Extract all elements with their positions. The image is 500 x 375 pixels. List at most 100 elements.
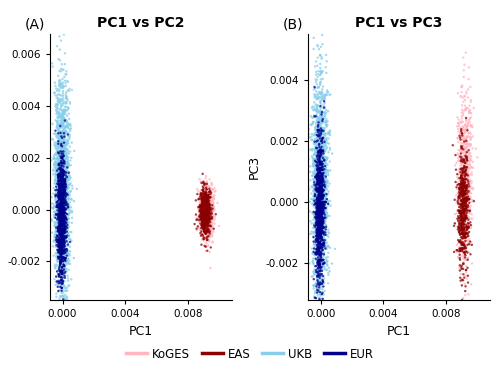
- Point: [310, 272, 318, 278]
- Point: [314, 129, 322, 135]
- Point: [58, 190, 66, 196]
- Point: [462, 207, 470, 213]
- Point: [316, 248, 324, 254]
- Point: [316, 153, 324, 159]
- Point: [461, 234, 469, 240]
- Point: [62, 243, 70, 249]
- Point: [56, 278, 64, 284]
- Point: [52, 143, 60, 149]
- Point: [204, 204, 212, 210]
- Point: [54, 203, 62, 209]
- Point: [465, 183, 473, 189]
- Point: [58, 249, 66, 255]
- Point: [458, 193, 466, 199]
- Point: [316, 257, 324, 263]
- Point: [56, 183, 64, 189]
- Point: [62, 167, 70, 173]
- Point: [459, 179, 467, 185]
- Point: [315, 210, 323, 216]
- Point: [202, 230, 210, 236]
- Point: [56, 174, 64, 180]
- Point: [58, 178, 66, 184]
- Point: [316, 198, 324, 204]
- Point: [464, 122, 471, 128]
- Point: [59, 216, 67, 222]
- Point: [204, 224, 212, 230]
- Point: [317, 216, 325, 222]
- Point: [316, 183, 324, 189]
- Point: [52, 111, 60, 117]
- Point: [60, 155, 68, 161]
- Point: [57, 224, 65, 230]
- Point: [58, 176, 66, 182]
- Point: [314, 176, 322, 182]
- Point: [322, 232, 330, 238]
- Point: [313, 196, 321, 202]
- Point: [59, 213, 67, 219]
- Point: [58, 280, 66, 286]
- Point: [312, 175, 320, 181]
- Point: [56, 178, 64, 184]
- Point: [462, 201, 469, 207]
- Point: [315, 226, 323, 232]
- Point: [208, 207, 216, 213]
- Point: [318, 136, 326, 142]
- Point: [461, 208, 469, 214]
- Point: [52, 240, 60, 246]
- Point: [462, 171, 469, 177]
- Point: [58, 269, 66, 275]
- Point: [201, 208, 209, 214]
- Point: [202, 203, 209, 209]
- Point: [322, 186, 330, 192]
- Point: [201, 195, 209, 201]
- Point: [466, 166, 473, 172]
- Point: [458, 154, 466, 160]
- Point: [457, 84, 465, 90]
- Point: [317, 183, 325, 189]
- Point: [316, 204, 324, 210]
- Point: [62, 140, 70, 146]
- Point: [314, 153, 322, 159]
- Point: [318, 94, 326, 100]
- Point: [313, 132, 321, 138]
- Point: [56, 158, 64, 164]
- Point: [316, 257, 324, 263]
- Point: [318, 271, 326, 277]
- Point: [59, 285, 67, 291]
- Point: [323, 210, 331, 216]
- Point: [462, 171, 470, 177]
- Point: [310, 99, 318, 105]
- Point: [461, 229, 469, 235]
- Point: [200, 212, 207, 218]
- Point: [462, 148, 470, 154]
- Point: [58, 238, 66, 244]
- Point: [54, 199, 62, 205]
- Point: [326, 202, 334, 208]
- Point: [58, 168, 66, 174]
- Point: [58, 243, 66, 249]
- Point: [460, 93, 468, 99]
- Point: [53, 242, 61, 248]
- Point: [315, 143, 323, 149]
- Point: [202, 219, 210, 225]
- Point: [318, 195, 326, 201]
- Point: [198, 201, 205, 207]
- Point: [60, 189, 68, 195]
- Point: [313, 159, 321, 165]
- Point: [61, 178, 69, 184]
- Point: [57, 283, 65, 289]
- Point: [316, 224, 324, 230]
- Point: [202, 226, 210, 232]
- Point: [321, 131, 329, 137]
- Point: [63, 185, 71, 191]
- Point: [197, 191, 205, 197]
- Point: [461, 191, 469, 197]
- Point: [210, 196, 218, 202]
- Point: [456, 130, 464, 136]
- Point: [315, 188, 323, 194]
- Point: [60, 195, 68, 201]
- Point: [457, 212, 465, 218]
- Point: [316, 182, 324, 188]
- Point: [451, 220, 459, 226]
- Point: [58, 187, 66, 193]
